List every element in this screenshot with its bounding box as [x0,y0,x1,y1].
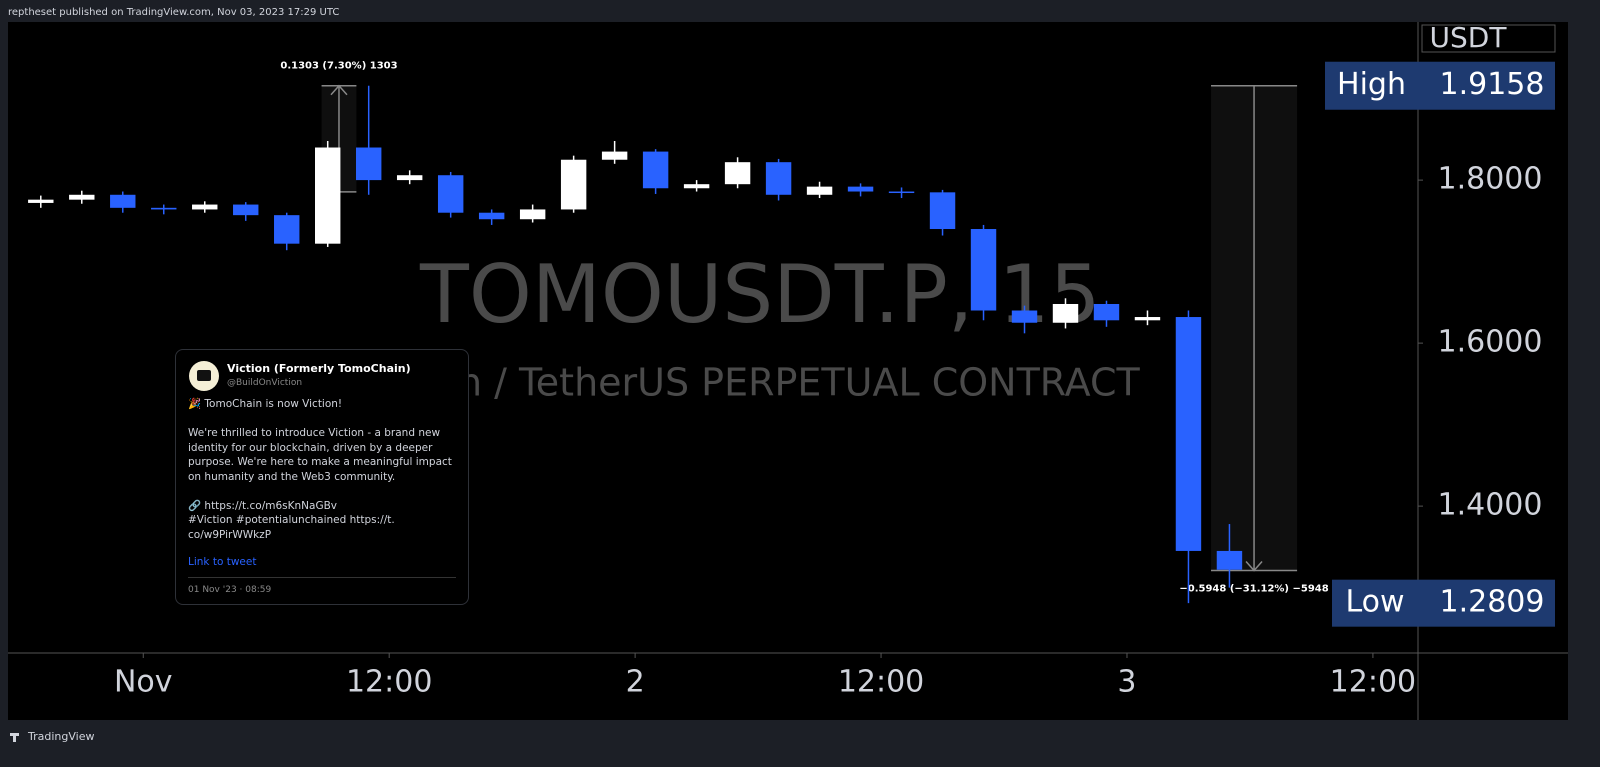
currency-label: USDT [1430,21,1508,54]
candle-body [806,186,833,195]
candle-body [642,151,669,189]
tweet-line [188,484,452,499]
candle-body [1134,317,1161,321]
tweet-separator [188,577,456,578]
price-marker-value: 1.9158 [1440,67,1545,102]
tweet-handle: @BuildOnViction [227,378,303,388]
candle-body [274,215,300,244]
candle-body [1011,310,1038,323]
candle-body [69,194,95,200]
header-text: reptheset published on TradingView.com, … [8,7,339,18]
candle-body [478,212,505,220]
tweet-line: 🎉 TomoChain is now Viction! [188,398,343,410]
measure-label: −0.5948 (−31.12%) −5948 [1179,583,1328,594]
y-tick-label: 1.8000 [1438,162,1543,197]
tweet-line: 🔗 https://t.co/m6sKnNaGBv [188,499,337,512]
candle-body [888,191,915,194]
tweet-link[interactable]: Link to tweet [188,556,257,568]
tweet-line: identity for our blockchain, driven by a… [188,441,433,454]
top-bar [0,0,1600,22]
x-tick-label: Nov [114,665,173,700]
candle-body [970,229,997,311]
tweet-name: Viction (Formerly TomoChain) [227,362,411,375]
candle-body [1052,303,1079,323]
price-marker-value: 1.2809 [1440,585,1545,620]
candle-body [110,194,136,208]
candle-body [519,209,546,220]
currency-box [1421,24,1556,53]
candle-body [1216,550,1243,570]
tweet-line: #Viction #potentialunchained https://t. [188,514,395,526]
candle-body [396,175,423,181]
tweet-avatar [189,361,219,391]
x-tick-label: 2 [626,665,645,700]
candle-body [28,199,54,203]
footer-brand: TradingView [27,730,94,743]
measure-arrowhead [330,84,348,96]
tweet-card: Viction (Formerly TomoChain) @BuildOnVic… [175,349,469,605]
price-marker [1332,579,1555,627]
tweet-body: 🎉 TomoChain is now Viction! We're thrille… [188,397,452,542]
measure-label: 0.1303 (7.30%) 1303 [280,61,397,72]
footer-logo [10,733,19,742]
candle-body [1175,317,1202,551]
candle-body [233,204,259,216]
candle-body [765,162,792,195]
price-marker-label: Low [1345,585,1404,620]
watermark-subtitle: n / TetherUS PERPETUAL CONTRACT [458,361,1141,405]
tweet-date: 01 Nov '23 · 08:59 [188,585,272,595]
candle-body [601,151,628,160]
watermark-title: TOMOUSDT.P, 15 [419,248,1100,341]
x-tick-label: 12:00 [346,665,432,700]
price-marker [1325,61,1555,110]
tweet-line [188,412,452,427]
y-tick-label: 1.4000 [1438,488,1543,523]
candle-body [355,147,382,181]
candle-body [847,186,874,192]
x-tick-label: 12:00 [838,665,924,700]
y-tick-label: 1.6000 [1438,325,1543,360]
candle-body [1093,303,1120,321]
candle-body [683,184,710,189]
x-tick-label: 12:00 [1330,665,1416,700]
tweet-line: We're thrilled to introduce Viction - a … [188,427,441,439]
measure-arrowhead [1245,561,1263,572]
candle-body [929,192,956,230]
candle-body [151,207,177,210]
candle-body [192,204,218,210]
candle-body [315,147,341,244]
candle-body [437,175,464,213]
tweet-line: on humanity and the Web3 community. [188,470,396,483]
candle-body [560,159,587,210]
candle-body [724,162,751,185]
tweet-line: purpose. We're here to make a meaningful… [188,456,452,468]
x-tick-label: 3 [1117,665,1136,700]
price-marker-label: High [1337,67,1406,102]
tweet-line: co/w9PirWWkzP [188,528,272,541]
